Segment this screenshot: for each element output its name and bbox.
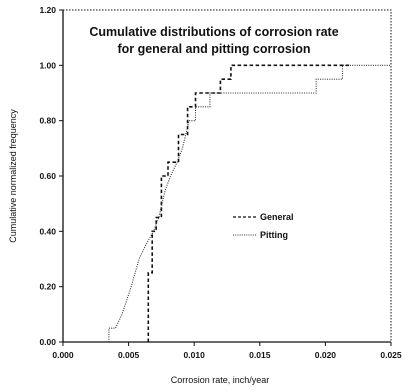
chart-title-line-1: Cumulative distributions of corrosion ra… (89, 25, 338, 39)
x-tick-label: 0.015 (249, 350, 271, 360)
x-tick-label: 0.005 (118, 350, 140, 360)
series-line-pitting (108, 64, 391, 342)
y-axis-title: Cumulative normalized frequency (8, 109, 18, 243)
x-tick-label: 0.000 (52, 350, 74, 360)
x-tick-label: 0.020 (315, 350, 337, 360)
x-axis-title: Corrosion rate, inch/year (171, 375, 270, 385)
x-tick-label: 0.025 (380, 350, 402, 360)
chart-title-line-2: for general and pitting corrosion (117, 42, 310, 56)
x-tick-label: 0.010 (184, 350, 206, 360)
legend-general-label: General (260, 212, 294, 222)
legend: General Pitting (233, 212, 294, 240)
y-tick-label: 0.00 (39, 337, 56, 347)
y-tick-label: 1.00 (39, 60, 56, 70)
plot-frame (62, 9, 392, 343)
y-axis-ticks: 0.00 0.20 0.40 0.60 0.80 1.00 1.20 (39, 5, 63, 347)
y-tick-label: 0.40 (39, 226, 56, 236)
x-axis-ticks: 0.000 0.005 0.010 0.015 0.020 0.025 (52, 342, 402, 360)
legend-pitting-label: Pitting (260, 230, 288, 240)
series-layer (108, 64, 391, 342)
y-tick-label: 0.60 (39, 171, 56, 181)
y-tick-label: 0.80 (39, 116, 56, 126)
y-tick-label: 1.20 (39, 5, 56, 15)
y-tick-label: 0.20 (39, 282, 56, 292)
series-line-general (147, 64, 352, 342)
